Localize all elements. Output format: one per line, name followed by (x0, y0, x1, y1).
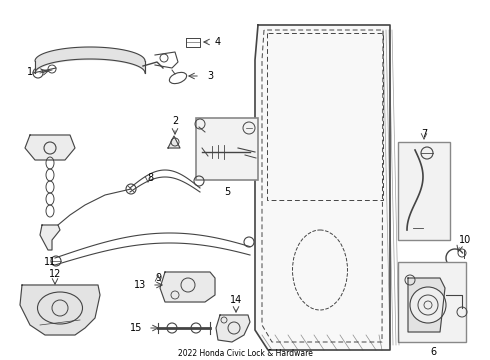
Polygon shape (160, 272, 215, 302)
Polygon shape (40, 225, 60, 250)
Polygon shape (216, 315, 250, 342)
Text: 9: 9 (155, 273, 161, 283)
Text: 1: 1 (27, 67, 33, 77)
Text: 15: 15 (130, 323, 142, 333)
Polygon shape (20, 285, 100, 335)
Text: 4: 4 (215, 37, 221, 47)
Text: 8: 8 (147, 173, 153, 183)
Bar (398, 262, 466, 342)
Polygon shape (25, 135, 75, 160)
Bar (196, 118, 258, 180)
Text: 10: 10 (459, 235, 471, 245)
Text: 5: 5 (224, 187, 230, 197)
Text: 7: 7 (421, 129, 427, 139)
Text: 6: 6 (430, 347, 436, 357)
Text: 2022 Honda Civic Lock & Hardware: 2022 Honda Civic Lock & Hardware (177, 350, 313, 359)
Text: 2: 2 (172, 116, 178, 126)
Text: 14: 14 (230, 295, 242, 305)
Polygon shape (255, 25, 390, 350)
Bar (398, 142, 450, 240)
Text: 11: 11 (44, 257, 56, 267)
Circle shape (410, 287, 446, 323)
Polygon shape (408, 278, 445, 332)
Text: 12: 12 (49, 269, 61, 279)
Polygon shape (168, 136, 180, 148)
Text: 13: 13 (134, 280, 146, 290)
Text: 3: 3 (207, 71, 213, 81)
